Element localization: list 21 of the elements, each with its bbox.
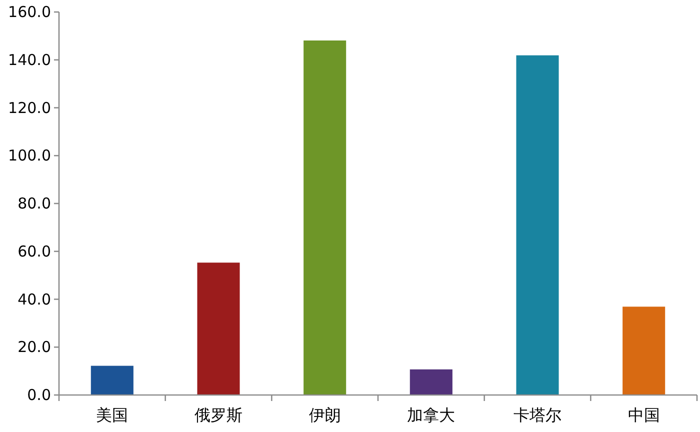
bar — [410, 369, 452, 395]
x-tick-label: 加拿大 — [407, 406, 456, 424]
y-tick-label: 0.0 — [27, 386, 51, 404]
y-tick-label: 60.0 — [18, 242, 51, 260]
bar — [197, 262, 240, 395]
x-tick-label: 伊朗 — [308, 406, 341, 424]
y-tick-label: 160.0 — [8, 3, 51, 21]
y-tick-label: 140.0 — [8, 50, 51, 69]
y-tick-label: 100.0 — [8, 146, 51, 165]
y-tick-label: 20.0 — [18, 338, 51, 356]
x-tick-label: 美国 — [96, 406, 128, 424]
x-tick-label: 俄罗斯 — [194, 406, 242, 424]
y-tick-label: 80.0 — [18, 194, 51, 212]
bar — [622, 306, 666, 395]
x-tick-label: 卡塔尔 — [514, 406, 562, 424]
y-tick-label: 40.0 — [18, 290, 51, 308]
bar — [516, 55, 559, 395]
y-tick-label: 120.0 — [8, 98, 51, 117]
bar — [304, 40, 346, 395]
x-tick-label: 中国 — [628, 406, 660, 424]
bar — [90, 366, 134, 395]
